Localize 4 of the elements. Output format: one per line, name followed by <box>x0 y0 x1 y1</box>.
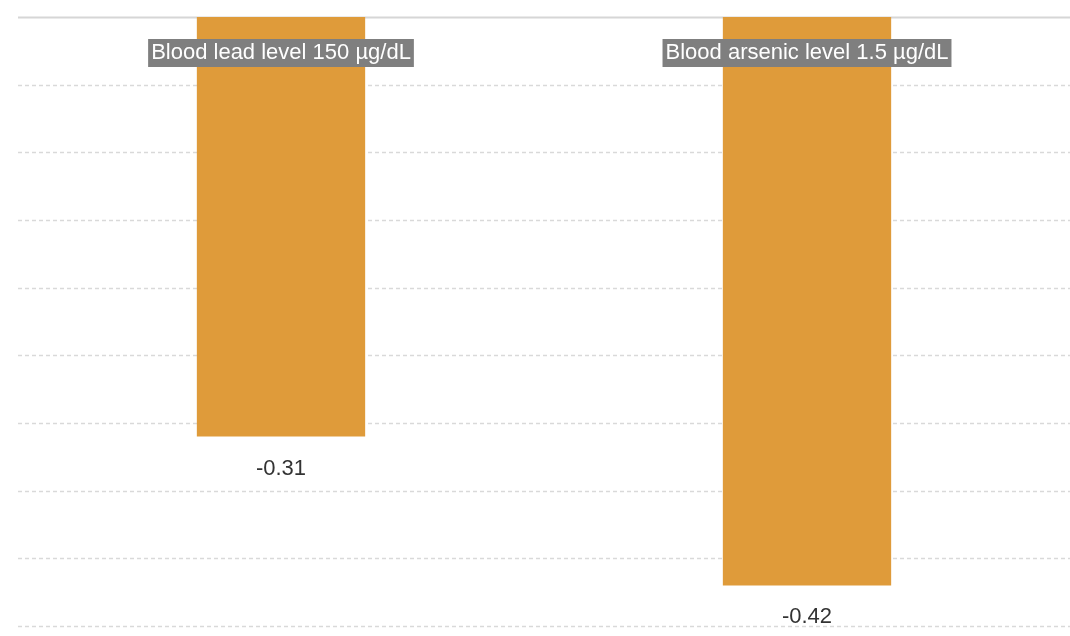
x-tick-label: Blood arsenic level 1.5 µg/dL <box>665 39 949 65</box>
data-label: -0.31 <box>255 454 307 480</box>
data-label: -0.42 <box>781 603 833 629</box>
x-tick-label: Blood lead level 150 µg/dL <box>151 39 411 65</box>
